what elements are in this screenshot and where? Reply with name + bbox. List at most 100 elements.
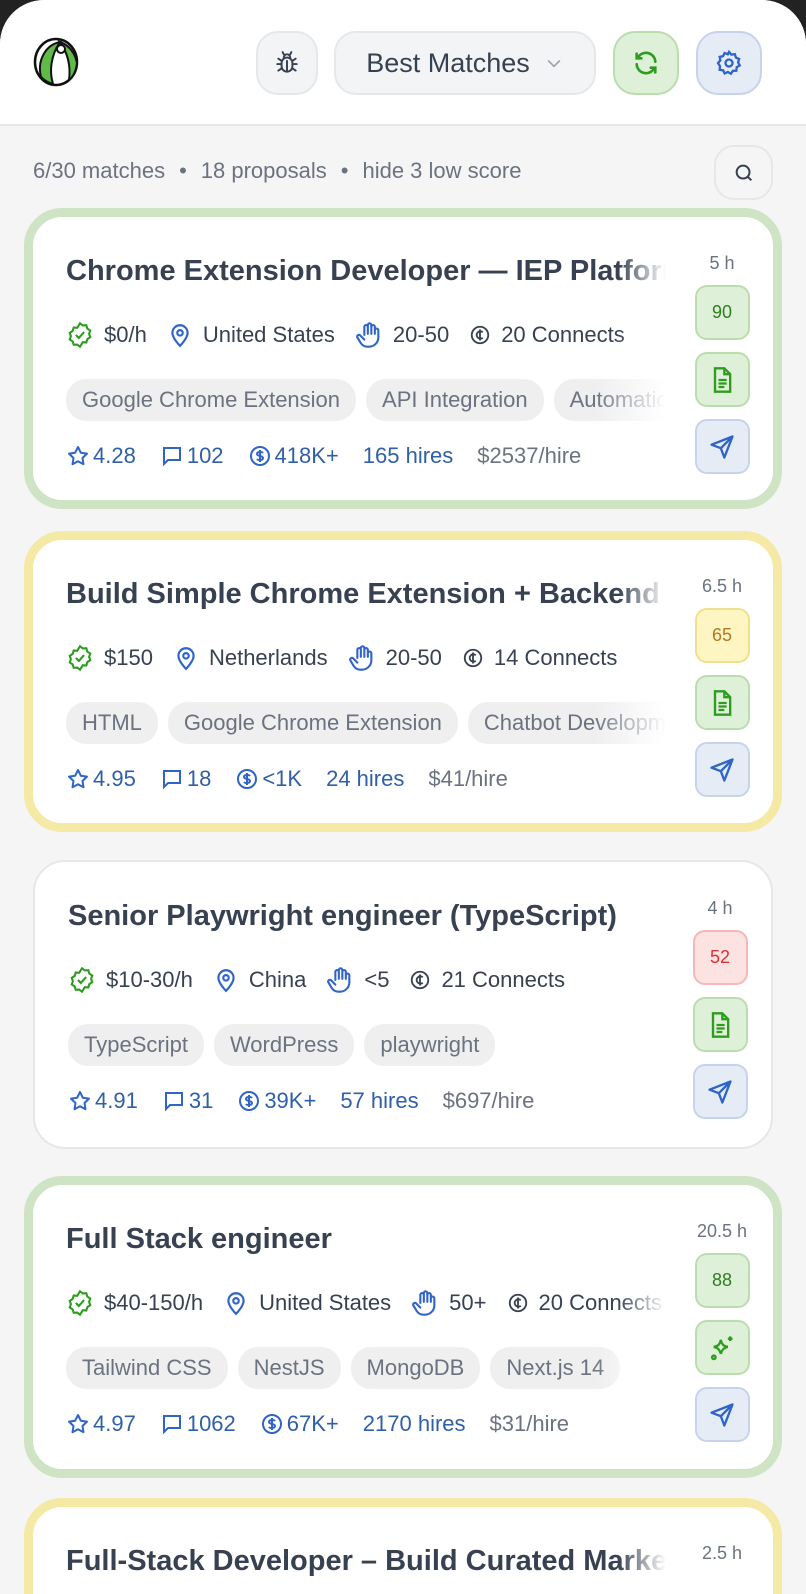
sparkle-icon xyxy=(708,1334,736,1362)
view-proposal-button[interactable] xyxy=(694,675,750,730)
skill-tag[interactable]: Automation xyxy=(553,379,666,421)
posted-time: 20.5 h xyxy=(696,1221,748,1241)
star-icon xyxy=(66,767,90,791)
job-connects: 21 Connects xyxy=(441,967,565,992)
gear-icon xyxy=(715,49,743,77)
verified-icon xyxy=(66,644,94,672)
client-spent: <1K xyxy=(262,766,303,791)
job-connects: 20 Connects xyxy=(501,322,625,347)
job-location: United States xyxy=(259,1290,392,1315)
comment-icon xyxy=(160,767,184,791)
skill-tag[interactable]: Google Chrome Extension xyxy=(167,702,458,744)
dollar-icon xyxy=(237,1089,261,1113)
view-proposal-button[interactable] xyxy=(694,352,750,407)
dollar-icon xyxy=(235,767,259,791)
job-location: China xyxy=(248,967,307,992)
skill-tag[interactable]: Next.js 14 xyxy=(490,1347,621,1389)
star-icon xyxy=(68,1089,92,1113)
match-score-badge: 65 xyxy=(694,608,750,663)
send-icon xyxy=(708,756,736,784)
job-proposals: 50+ xyxy=(449,1290,487,1315)
job-title[interactable]: Full Stack engineer xyxy=(66,1223,332,1255)
refresh-button[interactable] xyxy=(613,31,679,95)
settings-button[interactable] xyxy=(696,31,762,95)
skill-tag[interactable]: Chatbot Development xyxy=(467,702,666,744)
send-proposal-button[interactable] xyxy=(694,1387,750,1442)
location-pin-icon xyxy=(223,1290,249,1316)
job-card[interactable]: Build Simple Chrome Extension + Backend … xyxy=(24,531,782,832)
match-summary: 6/30 matches • 18 proposals • hide 3 low sco… xyxy=(33,158,522,183)
skill-tag[interactable]: Google Chrome Extension xyxy=(66,379,357,421)
send-proposal-button[interactable] xyxy=(694,742,750,797)
skill-tags: Tailwind CSS NestJS MongoDB Next.js 14 xyxy=(66,1347,666,1389)
client-spent: 418K+ xyxy=(274,443,339,468)
send-icon xyxy=(706,1078,734,1106)
job-title[interactable]: Full-Stack Developer – Build Curated Mar… xyxy=(66,1545,666,1577)
job-proposals: <5 xyxy=(364,967,390,992)
matches-count: 6/30 matches xyxy=(33,158,166,183)
document-icon xyxy=(708,689,736,717)
hand-icon xyxy=(326,966,354,994)
client-stats: 4.28 102 418K+ 165 hires $2537/hire xyxy=(66,443,581,469)
job-rate: $10-30/h xyxy=(106,967,193,992)
hide-low-score-link[interactable]: hide 3 low score xyxy=(362,158,522,183)
job-meta: $40-150/h United States 50+ 20 Connects xyxy=(66,1289,666,1317)
star-icon xyxy=(66,1412,90,1436)
comment-icon xyxy=(162,1089,186,1113)
skill-tag[interactable]: HTML xyxy=(66,702,158,744)
job-connects: 14 Connects xyxy=(493,645,618,670)
skill-tag[interactable]: MongoDB xyxy=(350,1347,481,1389)
location-pin-icon xyxy=(167,322,193,348)
client-stats: 4.95 18 <1K 24 hires $41/hire xyxy=(66,766,508,792)
job-title[interactable]: Senior Playwright engineer (TypeScript) xyxy=(68,900,617,932)
search-icon xyxy=(733,162,755,184)
send-icon xyxy=(708,433,736,461)
skill-tag[interactable]: API Integration xyxy=(366,379,544,421)
skill-tag[interactable]: playwright xyxy=(364,1024,496,1066)
job-connects: 20 Connects xyxy=(538,1290,663,1315)
send-proposal-button[interactable] xyxy=(692,1064,748,1119)
job-rate: $40-150/h xyxy=(104,1290,204,1315)
client-rating: 4.91 xyxy=(95,1088,138,1113)
document-icon xyxy=(706,1011,734,1039)
verified-icon xyxy=(68,966,96,994)
skill-tag[interactable]: NestJS xyxy=(237,1347,341,1389)
dollar-icon xyxy=(260,1412,284,1436)
verified-icon xyxy=(66,1289,94,1317)
client-stats: 4.91 31 39K+ 57 hires $697/hire xyxy=(68,1088,534,1114)
skill-tag[interactable]: TypeScript xyxy=(68,1024,204,1066)
job-title[interactable]: Build Simple Chrome Extension + Backend xyxy=(66,578,660,610)
job-location: United States xyxy=(202,322,335,347)
job-card[interactable]: Senior Playwright engineer (TypeScript) … xyxy=(33,860,773,1149)
document-icon xyxy=(708,366,736,394)
proposals-count: 18 proposals xyxy=(200,158,327,183)
sort-dropdown[interactable]: Best Matches xyxy=(334,31,596,95)
connects-icon xyxy=(409,969,431,991)
job-card[interactable]: Chrome Extension Developer — IEP Platfor… xyxy=(24,208,782,509)
job-rate: $0/h xyxy=(104,322,147,347)
skill-tags: TypeScript WordPress playwright xyxy=(68,1024,668,1066)
bug-icon xyxy=(274,50,300,76)
job-meta: $10-30/h China <5 21 Connects xyxy=(68,966,668,994)
job-card[interactable]: Full Stack engineer $40-150/h United Sta… xyxy=(24,1176,782,1478)
sort-label: Best Matches xyxy=(366,47,530,78)
skill-tag[interactable]: WordPress xyxy=(213,1024,355,1066)
job-card[interactable]: Full-Stack Developer – Build Curated Mar… xyxy=(24,1498,782,1594)
send-proposal-button[interactable] xyxy=(694,419,750,474)
header: Best Matches xyxy=(0,0,806,126)
debug-button[interactable] xyxy=(256,31,318,95)
view-proposal-button[interactable] xyxy=(692,997,748,1052)
skill-tag[interactable]: Tailwind CSS xyxy=(66,1347,228,1389)
search-button[interactable] xyxy=(714,145,773,200)
job-meta: $0/h United States 20-50 20 Connects xyxy=(66,321,666,349)
comment-icon xyxy=(160,444,184,468)
job-proposals: 20-50 xyxy=(385,645,442,670)
cost-per-hire: $697/hire xyxy=(442,1088,535,1113)
job-proposals: 20-50 xyxy=(392,322,450,347)
job-location: Netherlands xyxy=(208,645,328,670)
refresh-icon xyxy=(632,49,660,77)
generate-proposal-button[interactable] xyxy=(694,1320,750,1375)
job-title[interactable]: Chrome Extension Developer — IEP Platfor… xyxy=(66,255,666,287)
hand-icon xyxy=(411,1289,439,1317)
